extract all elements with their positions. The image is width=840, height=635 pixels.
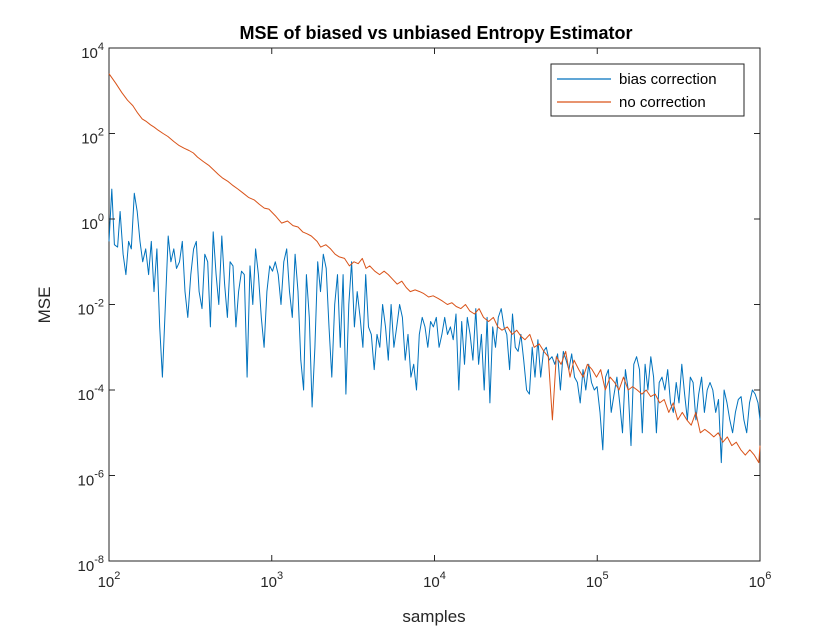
chart-title: MSE of biased vs unbiased Entropy Estima… [239,23,632,43]
y-tick-label: 10-2 [78,298,104,319]
y-axis-label: MSE [35,287,54,324]
y-tick-label: 104 [81,41,104,62]
x-tick-label: 102 [98,570,121,591]
series-layer [108,73,761,464]
plot-area: 102 103 104 105 106 10-8 10-6 10-4 10-2 100 102 104 [78,41,772,591]
series-line-no-correction [108,73,761,464]
axes-box [108,47,761,562]
tick-layer: 102 103 104 105 106 10-8 10-6 10-4 10-2 100 102 104 [78,41,772,591]
x-tick-label: 103 [260,570,283,591]
x-tick-label: 104 [423,570,446,591]
legend: bias correction no correction [550,63,745,117]
y-tick-label: 102 [81,127,104,148]
legend-box [550,63,745,117]
y-tick-label: 10-4 [78,383,104,404]
x-axis-label: samples [402,607,465,626]
y-tick-label: 10-6 [78,469,104,490]
x-tick-label: 105 [586,570,609,591]
x-tick-label: 106 [749,570,772,591]
series-line-bias-correction [108,188,761,464]
legend-label-no-correction: no correction [619,94,706,111]
legend-label-bias-correction: bias correction [619,71,717,88]
y-tick-label: 100 [81,212,104,233]
y-tick-label: 10-8 [78,554,104,575]
